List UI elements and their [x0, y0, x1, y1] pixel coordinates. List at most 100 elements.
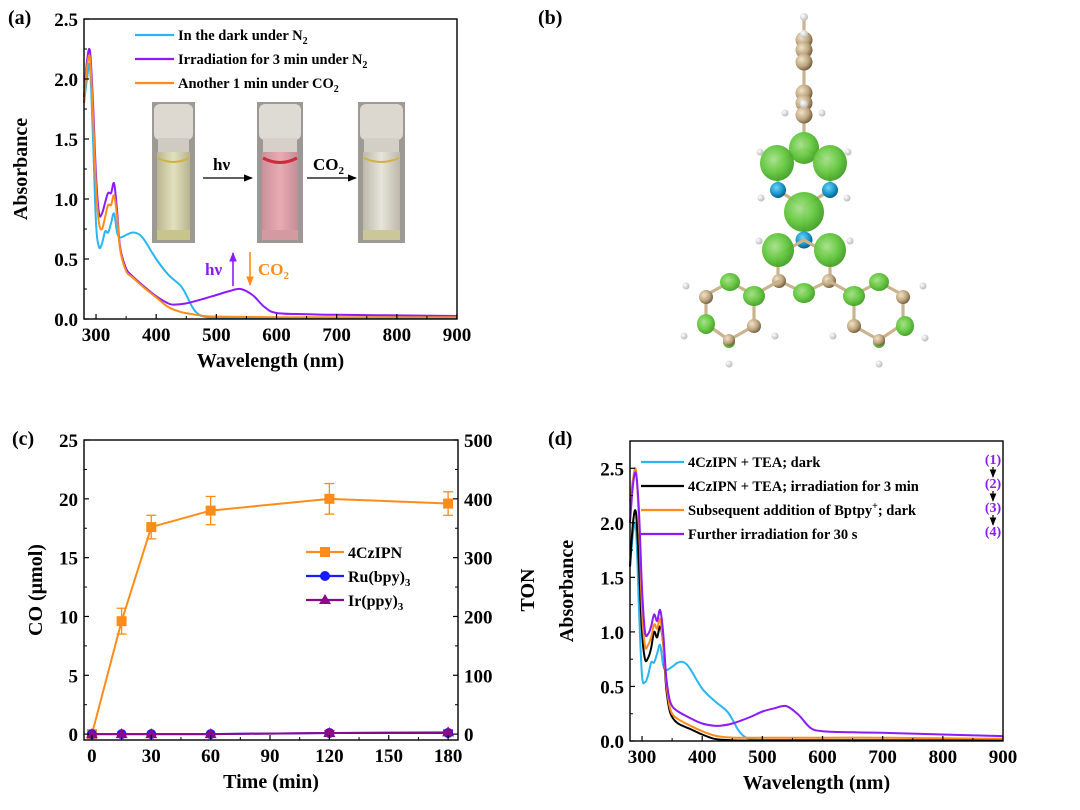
series-line [629, 521, 1003, 741]
hydrogen-atom [755, 237, 763, 245]
x-tick-label: 700 [322, 325, 351, 346]
y-tick-label: 2.0 [600, 514, 624, 535]
x-tick-label: 800 [929, 747, 958, 768]
carbon-atom [847, 319, 861, 333]
y-tick-label: 0.5 [600, 677, 624, 698]
hydrogen-atom [771, 332, 779, 340]
x-tick-label: 150 [374, 746, 403, 767]
x-tick-label: 90 [261, 746, 280, 767]
y2-tick-label: 200 [464, 607, 493, 628]
hydrogen-atom [680, 332, 688, 340]
data-point-triangle [115, 728, 128, 739]
hydrogen-atom [818, 109, 826, 117]
legend-entry: Another 1 min under CO2 [178, 76, 339, 95]
plot-frame [83, 439, 459, 741]
hydrogen-atom [875, 360, 883, 368]
y-tick-label: 20 [59, 490, 78, 511]
orbital-lobe [789, 132, 819, 164]
orbital-lobe [814, 233, 846, 267]
y-tick-label: 0.0 [600, 732, 624, 753]
orbital-lobe [784, 192, 824, 232]
step-label: (2) [985, 477, 1002, 492]
annotation-hv: hν [205, 260, 222, 279]
x-axis-label: Wavelength (nm) [743, 772, 890, 794]
data-point-triangle [145, 728, 158, 739]
hydrogen-atom [844, 148, 852, 156]
series-line [91, 731, 449, 736]
carbon-atom [795, 53, 813, 71]
vial-photo-dark [152, 102, 195, 243]
hydrogen-atom [682, 282, 690, 290]
x-tick-label: 500 [748, 747, 777, 768]
y-tick-label: 5 [69, 666, 79, 687]
legend-entry: Ru(bpy)3 [348, 569, 411, 589]
orbital-lobe [762, 233, 794, 267]
data-point-square [324, 493, 335, 504]
hydrogen-atom [757, 194, 765, 202]
carbon-atom [873, 334, 885, 346]
y-tick-label: 0 [69, 725, 79, 746]
chart-a: hν CO2 hν CO2 300 400 500 600 700 800 900 0.0 0.… [10, 10, 471, 372]
nitrogen-atom [822, 182, 838, 198]
hydrogen-atom [800, 13, 808, 21]
carbon-atom [699, 290, 713, 304]
vial-arrow-co2-label: CO2 [313, 155, 345, 177]
y-axis-label: CO (μmol) [25, 544, 47, 636]
legend-entry: In the dark under N2 [178, 28, 308, 47]
vial-photo-irradiated [257, 102, 303, 243]
y-tick-label: 1.5 [54, 130, 78, 151]
carbon-atom [723, 334, 735, 346]
series-line [90, 497, 449, 735]
hydrogen-atom [919, 282, 927, 290]
y-tick-label: 25 [59, 431, 78, 452]
x-tick-label: 500 [202, 325, 231, 346]
x-axis-label: Wavelength (nm) [197, 350, 344, 372]
y-tick-label: 1.0 [54, 190, 78, 211]
panel-label-a: (a) [8, 7, 31, 29]
orbital-lobe [793, 283, 815, 303]
y2-tick-label: 500 [464, 431, 493, 452]
series-line [83, 54, 457, 319]
y-tick-label: 0.5 [54, 250, 78, 271]
hydrogen-atom [829, 332, 837, 340]
x-tick-label: 800 [383, 325, 412, 346]
orbital-lobe [869, 273, 889, 291]
data-point-triangle [323, 726, 336, 737]
x-tick-label: 300 [628, 747, 657, 768]
hydrogen-atom [843, 194, 851, 202]
legend-entry: 4CzIPN [348, 545, 403, 562]
data-point-square [146, 522, 157, 533]
vial-arrow-hv-label: hν [213, 155, 230, 174]
carbon-atom [795, 106, 813, 124]
data-point-triangle [85, 728, 98, 739]
step-label: (3) [985, 501, 1002, 516]
hydrogen-atom [846, 237, 854, 245]
legend-entry: Further irradiation for 30 s [688, 527, 858, 543]
x-tick-label: 900 [989, 747, 1018, 768]
orbital-lobe [813, 145, 847, 181]
carbon-atom [747, 319, 761, 333]
legend-entry: 4CzIPN + TEA; dark [688, 455, 821, 471]
hydrogen-atom [781, 109, 789, 117]
hydrogen-atom [921, 334, 929, 342]
chart-d: 300 400 500 600 700 800 900 0.0 0.5 1.0 1.5 2.0 2.5 W… [556, 440, 1018, 794]
y-tick-label: 0.0 [54, 310, 78, 331]
annotation-co2: CO2 [258, 260, 290, 282]
x-tick-label: 0 [87, 746, 97, 767]
x-tick-label: 600 [808, 747, 837, 768]
x-tick-label: 700 [868, 747, 897, 768]
y-axis-label: Absorbance [556, 540, 578, 642]
plot-frame [629, 440, 1004, 742]
vial-photos: hν CO2 [152, 102, 405, 243]
panel-label-c: (c) [12, 428, 34, 450]
panel-label-b: (b) [538, 7, 562, 29]
y-tick-label: 15 [59, 549, 78, 570]
legend-entry: Irradiation for 3 min under N2 [178, 52, 367, 71]
y-tick-label: 2.5 [600, 459, 624, 480]
data-point-square [116, 616, 127, 627]
legend-entry: Ir(ppy)3 [348, 593, 404, 613]
y-tick-label: 1.0 [600, 623, 624, 644]
y-tick-label: 2.0 [54, 70, 78, 91]
